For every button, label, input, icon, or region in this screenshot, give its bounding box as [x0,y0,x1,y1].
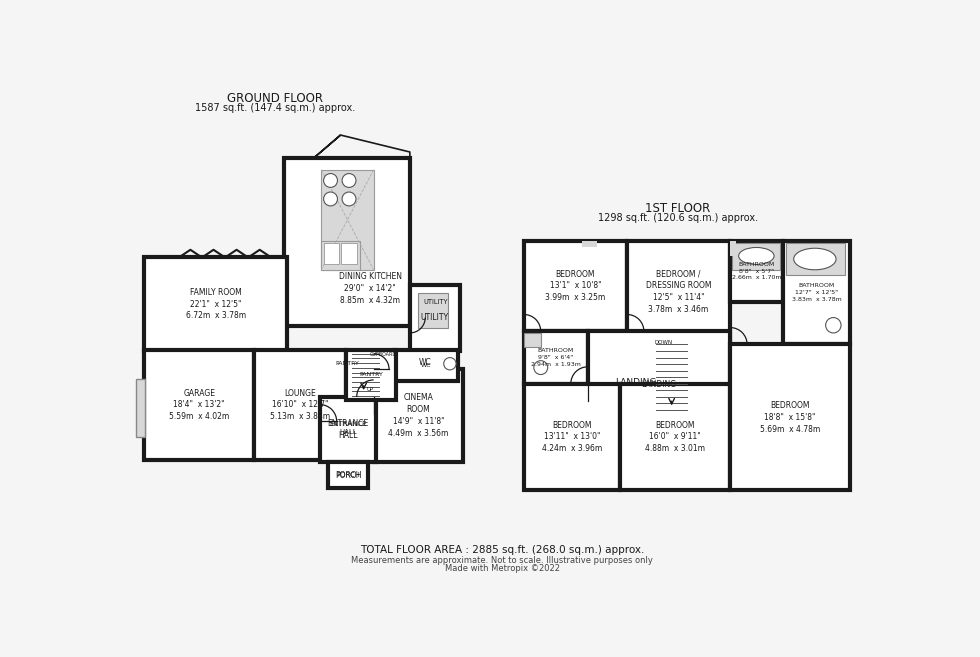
Text: DINING KITCHEN
29'0"  x 14'2"
8.85m  x 4.32m: DINING KITCHEN 29'0" x 14'2" 8.85m x 4.3… [339,272,402,305]
Bar [730,344,851,490]
Text: LANDING: LANDING [615,378,657,388]
Text: CINEMA
ROOM
14'9"  x 11'8"
4.49m  x 3.56m: CINEMA ROOM 14'9" x 11'8" 4.49m x 3.56m [388,393,449,438]
Bar [524,384,620,490]
Bar [730,240,783,302]
Text: DOWN: DOWN [655,340,673,345]
Bar [786,243,845,275]
Bar [524,333,541,347]
Text: WC: WC [418,357,431,367]
Text: GROUND FLOOR: GROUND FLOOR [227,91,323,104]
Text: Measurements are approximate. Not to scale. Illustrative purposes only: Measurements are approximate. Not to sca… [351,556,654,564]
Bar [321,170,373,270]
Bar [319,397,376,463]
Text: WC: WC [421,363,431,368]
Text: PORCH: PORCH [336,472,361,478]
Text: Made with Metropix ©2022: Made with Metropix ©2022 [445,564,560,573]
Bar [136,379,145,437]
Text: CUPBOARD: CUPBOARD [369,352,397,357]
Bar [144,350,255,460]
Bar [730,240,736,256]
Text: ENTRANCE
HALL: ENTRANCE HALL [327,419,368,440]
Text: BATHROOM
9'8"  x 6'4"
2.94m  x 1.93m: BATHROOM 9'8" x 6'4" 2.94m x 1.93m [531,348,581,367]
Text: BATHROOM
12'7"  x 12'5"
3.83m  x 3.78m: BATHROOM 12'7" x 12'5" 3.83m x 3.78m [792,283,841,302]
Bar [627,240,730,343]
Text: 1587 sq.ft. (147.4 sq.m.) approx.: 1587 sq.ft. (147.4 sq.m.) approx. [195,103,355,113]
Text: BEDROOM
16'0"  x 9'11"
4.88m  x 3.01m: BEDROOM 16'0" x 9'11" 4.88m x 3.01m [645,420,706,453]
Circle shape [444,357,456,370]
Bar [395,350,459,380]
Bar [417,293,449,328]
Text: 1ST FLOOR: 1ST FLOOR [645,202,710,215]
Bar [328,461,368,489]
Text: BEDROOM
13'11"  x 13'0"
4.24m  x 3.96m: BEDROOM 13'11" x 13'0" 4.24m x 3.96m [542,420,602,453]
Ellipse shape [739,248,774,264]
Text: PANTRY: PANTRY [335,361,360,366]
Ellipse shape [794,248,836,270]
Circle shape [323,192,337,206]
Bar [323,243,339,264]
Text: PANTRY: PANTRY [359,373,383,377]
Bar [321,240,360,270]
Text: BEDROOM /
DRESSING ROOM
12'5"  x 11'4"
3.78m  x 3.46m: BEDROOM / DRESSING ROOM 12'5" x 11'4" 3.… [646,269,711,314]
Bar [373,369,463,461]
Bar [346,350,396,400]
Bar [144,258,287,351]
Bar [524,331,588,384]
Bar [783,240,851,344]
Bar [627,343,665,385]
Text: GARAGE
18'4"  x 13'2"
5.59m  x 4.02m: GARAGE 18'4" x 13'2" 5.59m x 4.02m [170,389,229,421]
Text: LANDING: LANDING [641,380,676,389]
Text: FAMILY ROOM
22'1"  x 12'5"
6.72m  x 3.78m: FAMILY ROOM 22'1" x 12'5" 6.72m x 3.78m [186,288,246,321]
Bar [620,384,730,490]
Text: BATHROOM
8'8"  x 5'7"
2.66m  x 1.70m: BATHROOM 8'8" x 5'7" 2.66m x 1.70m [732,262,781,281]
Bar [410,285,460,351]
Text: LOUNGE
16'10"  x 12'7"
5.13m  x 3.84m: LOUNGE 16'10" x 12'7" 5.13m x 3.84m [270,389,330,421]
Text: TOTAL FLOOR AREA : 2885 sq.ft. (268.0 sq.m.) approx.: TOTAL FLOOR AREA : 2885 sq.ft. (268.0 sq… [360,545,645,555]
Text: PORCH: PORCH [335,470,362,480]
Bar [732,243,780,270]
Text: BEDROOM
13'1"  x 10'8"
3.99m  x 3.25m: BEDROOM 13'1" x 10'8" 3.99m x 3.25m [545,269,606,302]
Text: BEDROOM
18'8"  x 15'8"
5.69m  x 4.78m: BEDROOM 18'8" x 15'8" 5.69m x 4.78m [760,401,820,434]
Bar [588,331,730,437]
Text: UTILITY: UTILITY [423,299,448,305]
Circle shape [342,192,356,206]
Text: 1298 sq.ft. (120.6 sq.m.) approx.: 1298 sq.ft. (120.6 sq.m.) approx. [598,214,758,223]
Circle shape [825,317,841,333]
Bar [284,158,410,326]
Bar [524,240,627,331]
Circle shape [323,173,337,187]
Bar [255,350,346,460]
Circle shape [534,361,548,374]
Bar [581,240,597,246]
Text: ENTRANCE
HALL: ENTRANCE HALL [329,420,367,435]
Bar [341,243,357,264]
Text: UTILITY: UTILITY [420,313,449,323]
Text: UP: UP [367,388,373,392]
Circle shape [342,173,356,187]
